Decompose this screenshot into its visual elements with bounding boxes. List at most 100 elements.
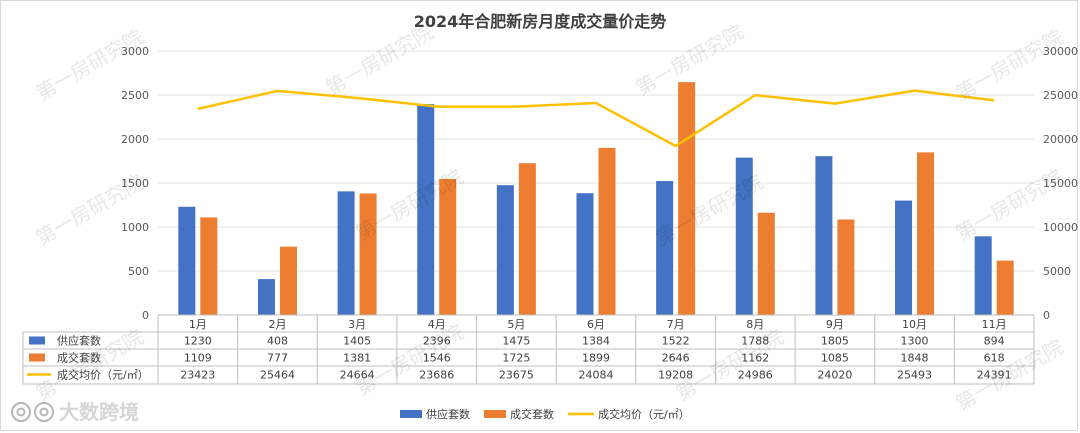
table-cell-value: 1162 (741, 352, 769, 365)
x-tick-label: 11月 (982, 318, 1007, 331)
table-cell-value: 1405 (343, 335, 371, 348)
table-cell-value: 24986 (738, 369, 773, 382)
y-right-tick-label: 20000 (1043, 133, 1078, 146)
table-cell-value: 618 (984, 352, 1005, 365)
table-cell-value: 1848 (901, 352, 929, 365)
bar-supply-2 (257, 279, 275, 315)
table-cell-value: 24020 (817, 369, 852, 382)
table-cell-value: 2396 (423, 335, 451, 348)
x-tick-label: 8月 (746, 318, 764, 331)
bar-sales-2 (279, 246, 297, 315)
legend: 供应套数 成交套数 成交均价（元/㎡） (400, 407, 690, 421)
y-left-tick-label: 1000 (121, 221, 149, 234)
table-series-name: 成交套数 (57, 351, 101, 365)
bar-sales-11 (996, 260, 1014, 315)
y-right-tick-label: 25000 (1043, 89, 1078, 102)
table-cell-value: 777 (267, 352, 288, 365)
table-cell-value: 24664 (340, 369, 375, 382)
bar-sales-4 (439, 178, 457, 315)
legend-label: 成交套数 (510, 407, 554, 421)
bar-sales-1 (200, 217, 218, 315)
bar-supply-4 (417, 104, 435, 315)
table-cell-value: 24084 (579, 369, 614, 382)
gridlines (158, 50, 1034, 272)
bar-supply-3 (337, 191, 355, 315)
chart-title: 2024年合肥新房月度成交量价走势 (414, 12, 667, 31)
x-tick-label: 6月 (587, 318, 605, 331)
y-left-tick-label: 2000 (121, 133, 149, 146)
y-left-tick-label: 1500 (121, 177, 149, 190)
table-cell-value: 1788 (741, 335, 769, 348)
legend-key (484, 410, 506, 418)
y-left-tick-label: 2500 (121, 89, 149, 102)
y-left-tick-label: 3000 (121, 45, 149, 58)
table-cell-value: 23675 (499, 369, 534, 382)
x-tick-label: 5月 (507, 318, 525, 331)
line-series (197, 89, 995, 148)
logo-watermark-text: 大数跨境 (59, 400, 139, 424)
bar-sales-3 (359, 193, 377, 315)
y-right-tick-label: 0 (1043, 309, 1050, 322)
table-cell-value: 1805 (821, 335, 849, 348)
watermark-text: 第一房研究院 (32, 170, 148, 251)
x-tick-label: 3月 (348, 318, 366, 331)
table-cell-value: 1899 (582, 352, 610, 365)
x-tick-label: 2月 (268, 318, 286, 331)
bar-supply-5 (496, 185, 514, 315)
table-cell-value: 19208 (658, 369, 693, 382)
bar-supply-11 (974, 236, 992, 315)
table-cell-value: 25464 (260, 369, 295, 382)
table-cell-value: 1085 (821, 352, 849, 365)
table-cell-value: 408 (267, 335, 288, 348)
bar-sales-8 (757, 212, 775, 315)
bars (178, 82, 1014, 315)
x-tick-label: 7月 (667, 318, 685, 331)
axes: 0 500 1000 1500 2000 2500 30000 5000 10000 15000 2… (121, 45, 1078, 322)
bar-supply-1 (178, 206, 196, 315)
table-series-name: 成交均价（元/㎡） (57, 368, 149, 382)
table-cell-value: 2646 (662, 352, 690, 365)
y-right-tick-label: 15000 (1043, 177, 1078, 190)
table-cell-value: 1109 (184, 352, 212, 365)
table-cell-value: 1522 (662, 335, 690, 348)
x-tick-label: 4月 (428, 318, 446, 331)
bar-supply-9 (815, 156, 833, 315)
legend-label: 供应套数 (426, 407, 470, 421)
y-right-tick-label: 30000 (1043, 45, 1078, 58)
camera-logo-icon (11, 402, 54, 422)
table-cell-value: 1384 (582, 335, 610, 348)
table-legend-key (29, 353, 45, 362)
table-cell-value: 894 (984, 335, 1005, 348)
watermark-text: 第一房研究院 (322, 20, 438, 101)
table-cell-value: 24391 (977, 369, 1012, 382)
bar-sales-7 (678, 82, 696, 315)
y-right-tick-label: 10000 (1043, 221, 1078, 234)
table-cell-value: 1381 (343, 352, 371, 365)
bar-sales-6 (598, 147, 616, 315)
legend-label: 成交均价（元/㎡） (598, 407, 690, 421)
table-cell-value: 1230 (184, 335, 212, 348)
legend-key (400, 410, 422, 418)
x-tick-label: 1月 (189, 318, 207, 331)
table-series-name: 供应套数 (57, 334, 101, 348)
table-cell-value: 1300 (901, 335, 929, 348)
table-cell-value: 23686 (419, 369, 454, 382)
table-cell-value: 23423 (180, 369, 215, 382)
x-tick-label: 10月 (902, 318, 927, 331)
y-right-tick-label: 5000 (1043, 265, 1071, 278)
table-cell-value: 1725 (502, 352, 530, 365)
y-left-tick-label: 500 (128, 265, 149, 278)
x-tick-label: 9月 (826, 318, 844, 331)
bar-supply-7 (656, 181, 674, 315)
table-cell-value: 1546 (423, 352, 451, 365)
bar-supply-10 (895, 200, 913, 315)
table-cell-value: 25493 (897, 369, 932, 382)
bar-sales-10 (917, 152, 935, 315)
bar-sales-5 (518, 163, 536, 315)
bar-supply-8 (735, 157, 753, 315)
bar-sales-9 (837, 219, 855, 315)
bar-supply-6 (576, 193, 594, 315)
